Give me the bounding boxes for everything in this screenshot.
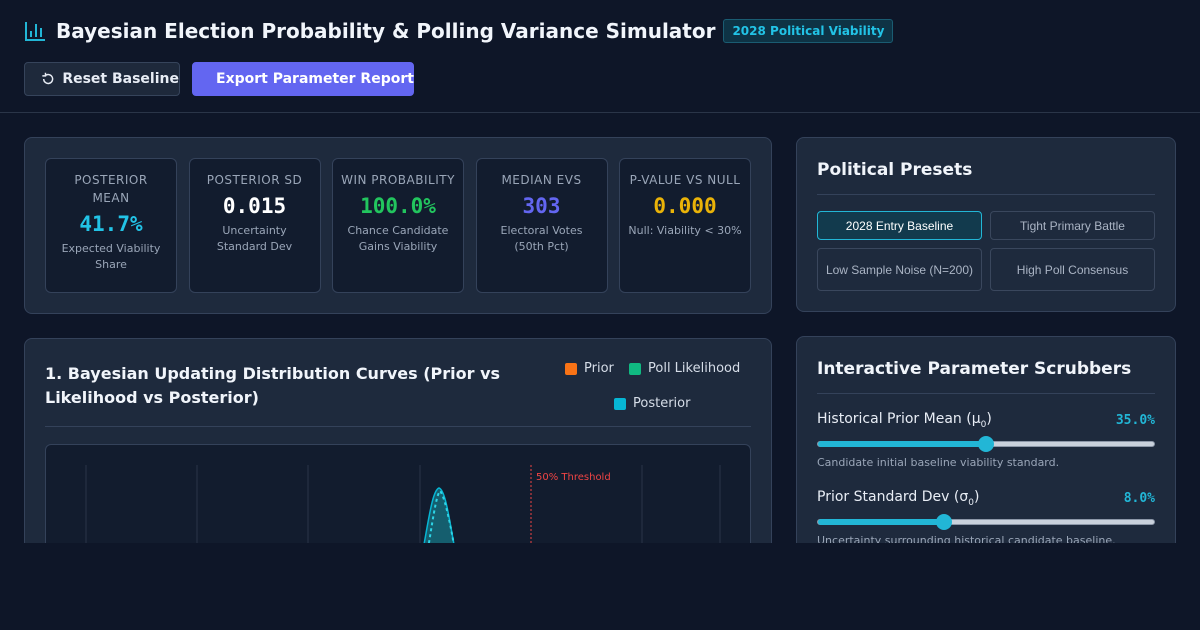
stat-label: P-Value vs Null [629, 173, 741, 187]
stat-card: Median EVs 303 Electoral Votes (50th Pct) [475, 158, 608, 293]
stat-value: 0.015 [222, 194, 287, 218]
stat-label: Median EVs [501, 173, 582, 187]
param-description: Candidate initial baseline viability sta… [817, 456, 1060, 469]
stat-value: 41.7% [79, 212, 143, 236]
preset-button[interactable]: Low Sample Noise (N=200) [817, 248, 982, 291]
param-label: Historical Prior Mean (μ0) [817, 411, 992, 430]
scrubbers-title: Interactive Parameter Scrubbers [817, 359, 1132, 379]
divider [45, 426, 751, 427]
slider-fill [818, 441, 986, 447]
reset-icon [42, 72, 54, 85]
param-label-text: Historical Prior Mean (μ [817, 411, 981, 427]
stat-card: Posterior Mean 41.7% Expected Viability Sh… [45, 158, 177, 293]
threshold-label: 50% Threshold [536, 472, 611, 483]
stat-label: Posterior Mean [74, 173, 148, 205]
stat-label: Posterior SD [206, 173, 303, 187]
legend-item-prior: Prior [565, 361, 614, 376]
stat-subtext: Uncertainty Standard Dev [216, 224, 293, 253]
param-label-subscript: 0 [980, 419, 987, 430]
param-label-text: Prior Standard Dev (σ [817, 489, 969, 505]
stat-subtext: Electoral Votes (50th Pct) [500, 224, 583, 253]
stat-subtext: Expected Viability Share [61, 242, 161, 271]
slider-thumb[interactable] [978, 436, 994, 452]
param-label-subscript: 0 [968, 497, 974, 508]
slider-fill [818, 519, 944, 525]
param-label-close: ) [973, 489, 980, 505]
divider [817, 393, 1155, 394]
curves-title: 1. Bayesian Updating Distribution Curves… [45, 364, 501, 407]
page-title: Bayesian Election Probability & Polling … [56, 19, 716, 43]
slider-thumb[interactable] [936, 514, 952, 530]
reset-baseline-label: Reset Baseline [62, 71, 179, 87]
preset-button[interactable]: 2028 Entry Baseline [817, 211, 982, 240]
legend-label: Poll Likelihood [648, 361, 741, 376]
posterior-curve [421, 487, 457, 556]
stat-card: P-Value vs Null 0.000 Null: Viability < 30… [619, 158, 751, 293]
stat-label: Win Probability [341, 173, 455, 187]
param-label-close: ) [986, 411, 992, 427]
param-label: Prior Standard Dev (σ0) [817, 489, 979, 508]
likelihood-curve [426, 489, 455, 556]
viewport-cutoff [0, 543, 1200, 630]
bar-chart-icon [25, 22, 45, 41]
legend-swatch [565, 362, 577, 375]
header: Bayesian Election Probability & Polling … [0, 0, 1200, 113]
param-value: 8.0% [1123, 491, 1155, 506]
param-slider[interactable] [817, 436, 1155, 452]
legend-swatch [614, 397, 626, 410]
stat-value: 0.000 [653, 194, 717, 218]
status-badge: 2028 Political Viability [723, 19, 894, 43]
param-value: 35.0% [1115, 413, 1155, 428]
title-row: Bayesian Election Probability & Polling … [24, 18, 894, 44]
stat-card: Win Probability 100.0% Chance Candidate Ga… [332, 158, 464, 293]
preset-button[interactable]: High Poll Consensus [990, 248, 1155, 291]
stat-card: Posterior SD 0.015 Uncertainty Standard De… [188, 158, 321, 293]
legend-label: Prior [584, 361, 614, 376]
preset-button[interactable]: Tight Primary Battle [990, 211, 1155, 240]
export-report-label: Export Parameter Report [216, 71, 414, 87]
legend-swatch [629, 362, 641, 375]
stat-subtext: Null: Viability < 30% [628, 224, 742, 237]
stat-value: 303 [522, 194, 561, 218]
legend-item-likelihood: Poll Likelihood [629, 361, 740, 376]
export-report-button[interactable]: Export Parameter Report [192, 62, 414, 96]
presets-panel: Political Presets 2028 Entry Baseline Tig… [796, 137, 1176, 312]
presets-title: Political Presets [817, 160, 973, 180]
stat-value: 100.0% [360, 194, 436, 218]
legend-item-posterior: Posterior [614, 396, 690, 411]
stat-subtext: Chance Candidate Gains Viability [347, 224, 449, 253]
legend-label: Posterior [633, 396, 691, 411]
param-slider[interactable] [817, 514, 1155, 530]
divider [817, 194, 1155, 195]
stats-panel: Posterior Mean 41.7% Expected Viability Sh… [24, 137, 772, 314]
reset-baseline-button[interactable]: Reset Baseline [24, 62, 180, 96]
